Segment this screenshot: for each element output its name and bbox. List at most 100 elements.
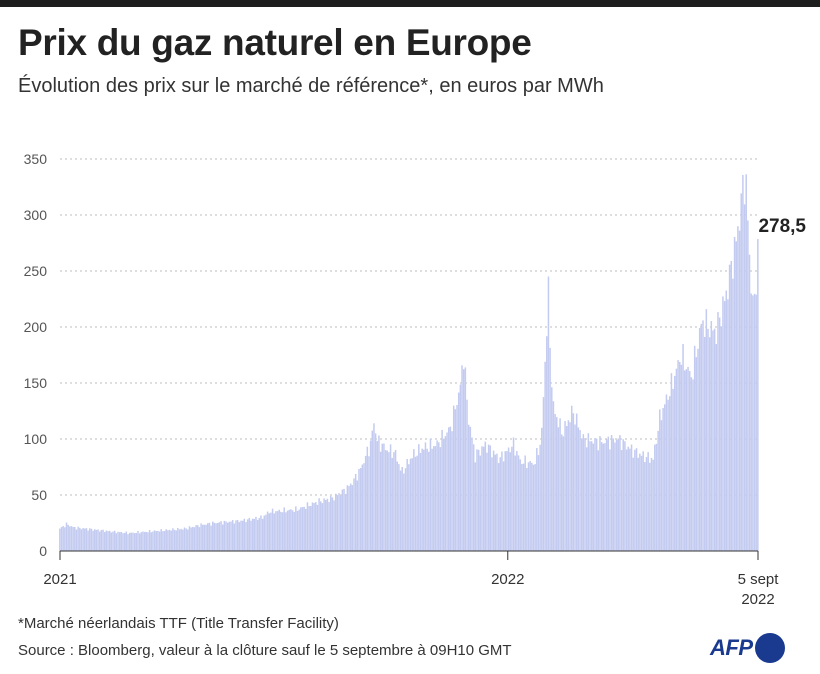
price-bar: [326, 498, 329, 551]
price-bar: [228, 521, 231, 551]
price-bar: [273, 513, 275, 551]
price-bar: [590, 441, 593, 551]
price-bar: [250, 520, 252, 551]
price-bar: [305, 508, 307, 551]
price-bar: [344, 493, 347, 551]
price-bar: [654, 444, 656, 551]
price-bar: [157, 530, 159, 551]
price-bar: [579, 430, 581, 551]
price-bar: [551, 387, 553, 551]
price-bar: [718, 317, 721, 551]
price-bar: [135, 532, 138, 551]
price-bar: [730, 260, 733, 551]
price-bar: [207, 523, 209, 551]
price-bar: [137, 530, 139, 551]
price-bar: [243, 518, 246, 551]
price-bar: [310, 506, 312, 551]
price-bar: [220, 521, 222, 551]
price-bar: [333, 500, 335, 551]
price-bar: [92, 530, 94, 551]
price-bar: [389, 444, 392, 551]
price-bar: [211, 521, 214, 551]
price-bar: [260, 515, 262, 551]
price-bar: [537, 455, 540, 551]
price-bar: [411, 458, 413, 551]
price-bar: [625, 449, 628, 551]
price-bar: [624, 441, 626, 551]
price-bar: [521, 464, 523, 551]
price-bar: [534, 464, 536, 551]
price-bar: [361, 464, 364, 551]
price-bar: [526, 468, 528, 551]
price-bar: [311, 502, 314, 551]
price-bar: [594, 438, 596, 551]
price-bar: [147, 532, 149, 551]
price-bar: [160, 529, 162, 551]
price-bar: [492, 450, 495, 551]
price-bar: [406, 459, 408, 551]
price-bar: [622, 439, 624, 551]
price-bar: [605, 439, 608, 551]
price-bar: [752, 295, 754, 551]
price-bar: [300, 507, 302, 551]
price-bar: [351, 485, 354, 551]
price-bar: [396, 461, 398, 551]
price-bar: [517, 455, 520, 551]
price-bar: [358, 468, 360, 551]
price-bar: [712, 330, 714, 551]
price-bar: [690, 377, 693, 551]
price-bar: [755, 294, 757, 551]
afp-logo-dot-icon: [754, 633, 785, 663]
price-bar: [102, 529, 104, 551]
price-bar: [153, 530, 156, 551]
price-bar: [77, 526, 79, 551]
price-bar: [334, 493, 337, 551]
price-bar: [165, 529, 167, 551]
price-bar: [379, 451, 382, 551]
price-bar: [245, 522, 247, 551]
price-bar: [163, 530, 166, 551]
price-bar: [421, 448, 423, 551]
price-bar: [464, 367, 467, 551]
price-bar: [441, 429, 443, 551]
price-bar: [143, 531, 146, 551]
price-bar: [516, 451, 518, 551]
price-bar: [436, 440, 438, 551]
price-bar: [567, 420, 570, 551]
price-bar: [197, 525, 199, 551]
price-bar: [413, 449, 415, 551]
price-bar: [702, 320, 704, 551]
y-tick-label: 200: [24, 319, 48, 335]
price-bar: [669, 396, 671, 551]
price-bar: [447, 427, 450, 551]
price-bar: [295, 506, 297, 551]
price-bar: [356, 480, 359, 551]
price-bar: [565, 426, 568, 551]
price-bar: [85, 528, 88, 551]
price-bar: [499, 457, 502, 551]
price-bar: [451, 431, 453, 551]
price-bar: [291, 510, 294, 551]
y-tick-label: 350: [24, 151, 48, 167]
price-bar: [323, 498, 325, 551]
price-bar: [125, 531, 128, 551]
price-bar: [449, 426, 452, 551]
price-bar: [100, 529, 103, 551]
price-bar: [720, 326, 723, 551]
price-bar: [692, 379, 694, 551]
price-bar: [677, 360, 679, 551]
x-axis-ticks: 2021 2022 5 sept 2022: [43, 551, 779, 608]
price-bar: [695, 357, 698, 551]
price-bar: [185, 528, 187, 551]
price-bar: [664, 404, 666, 551]
price-bar: [98, 531, 101, 551]
price-bar: [574, 424, 576, 551]
price-bar: [748, 254, 751, 552]
price-bar: [216, 522, 219, 551]
price-bar: [238, 522, 241, 551]
price-bar: [255, 516, 257, 551]
price-bar: [446, 432, 448, 551]
price-bar: [359, 468, 362, 551]
price-bar: [398, 464, 400, 551]
price-bar: [418, 444, 420, 551]
